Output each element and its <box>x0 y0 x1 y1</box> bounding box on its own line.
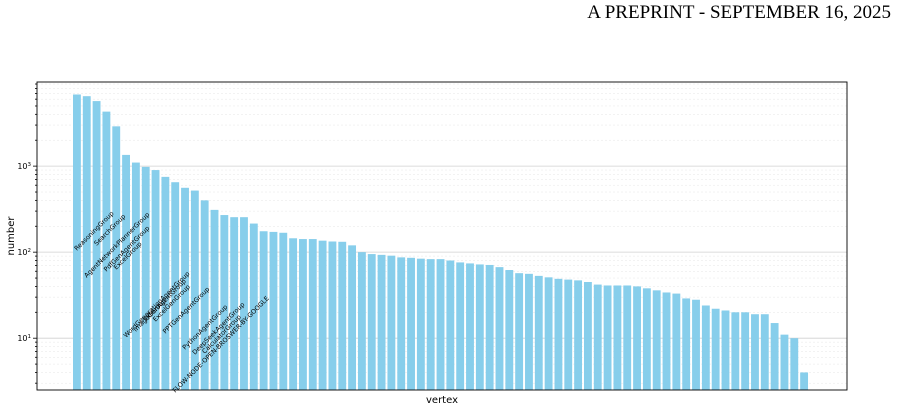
bar <box>131 162 140 390</box>
bar <box>279 232 288 390</box>
bar <box>682 298 691 390</box>
bar <box>613 285 622 390</box>
bar <box>92 101 101 390</box>
bar <box>171 182 180 390</box>
bar <box>603 285 612 390</box>
bar <box>210 209 219 390</box>
bar <box>151 170 160 390</box>
bar <box>269 231 278 390</box>
bar <box>230 217 239 390</box>
bar <box>141 166 150 390</box>
bar <box>485 264 494 390</box>
bar <box>426 259 435 390</box>
bar <box>790 338 799 390</box>
bar <box>701 305 710 390</box>
bar <box>456 262 465 390</box>
bar <box>200 200 209 390</box>
y-axis-label: number <box>6 216 17 256</box>
bar <box>181 187 189 390</box>
bar <box>338 241 347 390</box>
page-header: A PREPRINT - SEPTEMBER 16, 2025 <box>587 2 891 23</box>
bar <box>633 286 641 390</box>
bar <box>564 279 573 390</box>
bar <box>574 280 583 390</box>
bar <box>190 190 199 390</box>
bar <box>652 290 661 390</box>
y-tick-label: 101 <box>17 334 31 343</box>
bar <box>220 215 229 390</box>
bar <box>751 314 759 390</box>
bar <box>348 245 357 390</box>
bar <box>495 267 504 390</box>
bar <box>397 257 406 390</box>
bar <box>387 255 396 390</box>
plot-frame <box>36 81 848 391</box>
y-tick-label: 102 <box>17 248 31 257</box>
x-axis-label: vertex <box>426 395 458 406</box>
bar <box>367 254 376 390</box>
bar <box>554 278 563 390</box>
bar <box>721 310 730 390</box>
bar <box>672 293 681 390</box>
bar <box>770 323 779 390</box>
bar <box>122 154 130 390</box>
bar <box>259 231 268 390</box>
bar <box>308 239 317 390</box>
bar <box>377 254 386 390</box>
bar <box>800 372 809 390</box>
bar <box>416 258 425 390</box>
bar <box>102 111 111 391</box>
bar <box>692 299 700 390</box>
bar <box>544 277 553 390</box>
bar <box>161 176 170 390</box>
bar <box>593 284 602 390</box>
bar <box>289 238 298 390</box>
bar <box>583 282 592 390</box>
bar <box>534 275 543 390</box>
bar <box>741 312 750 390</box>
bar <box>780 334 789 390</box>
bar <box>711 308 720 390</box>
bar <box>328 241 337 390</box>
bar <box>73 94 81 391</box>
y-tick-label: 103 <box>17 162 31 171</box>
bar <box>525 273 533 390</box>
bar <box>642 288 651 390</box>
y-axis: 101 102 103 <box>17 83 37 384</box>
bar <box>407 257 415 390</box>
bar <box>82 96 91 391</box>
bar <box>240 217 248 390</box>
bar <box>436 259 445 390</box>
bar <box>446 260 455 390</box>
bar <box>466 263 474 390</box>
bar <box>505 270 514 390</box>
bar <box>731 312 740 390</box>
bar <box>112 126 121 390</box>
bar <box>249 223 258 390</box>
bar <box>475 264 484 390</box>
bar <box>318 240 327 390</box>
bar <box>662 292 671 390</box>
bars <box>73 94 809 391</box>
bar <box>760 314 769 390</box>
bar <box>299 239 307 390</box>
bar <box>357 252 366 390</box>
bar <box>515 273 524 390</box>
bar <box>623 285 632 390</box>
